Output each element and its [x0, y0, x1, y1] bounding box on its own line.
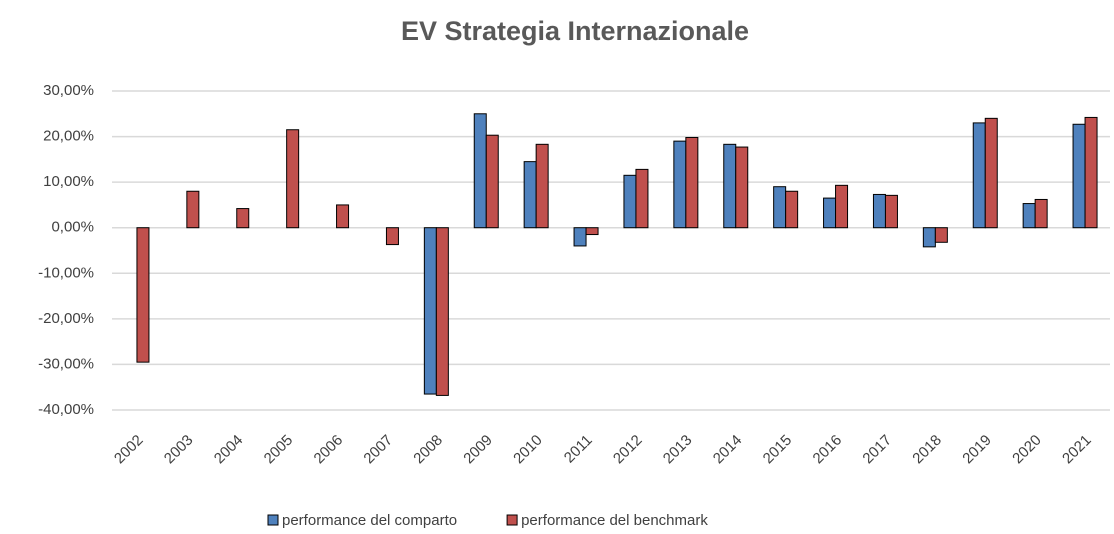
bar: [1034, 198, 1048, 229]
bar: [884, 194, 898, 229]
bar: [823, 197, 837, 229]
bar: [1072, 123, 1086, 229]
bar: [523, 161, 537, 229]
y-tick-label: -20,00%: [38, 310, 94, 327]
x-tick-label: 2009: [460, 432, 496, 468]
y-tick-label: -10,00%: [38, 264, 94, 281]
bar: [585, 227, 599, 236]
bar: [773, 186, 787, 229]
bar: [835, 184, 849, 229]
bar: [1022, 203, 1036, 229]
x-tick-label: 2016: [810, 432, 846, 468]
bar: [1084, 116, 1098, 229]
y-tick-label: -40,00%: [38, 401, 94, 418]
y-tick-label: 30,00%: [43, 82, 94, 99]
x-tick-label: 2013: [660, 432, 696, 468]
legend-swatch: [267, 514, 279, 526]
bar: [136, 227, 150, 363]
bar: [485, 134, 499, 229]
bar: [723, 143, 737, 229]
x-tick-label: 2011: [561, 432, 596, 467]
bar: [186, 190, 200, 229]
bar: [922, 227, 936, 248]
bar: [385, 227, 399, 246]
x-tick-label: 2008: [410, 432, 446, 468]
legend-swatch: [506, 514, 518, 526]
bar: [673, 140, 687, 229]
x-tick-label: 2005: [261, 432, 297, 468]
x-tick-label: 2018: [909, 432, 945, 468]
bar: [336, 204, 350, 229]
x-tick-label: 2010: [510, 432, 546, 468]
chart-title: EV Strategia Internazionale: [401, 16, 749, 46]
legend-label: performance del benchmark: [521, 512, 708, 529]
x-tick-label: 2014: [710, 432, 746, 468]
legend-label: performance del comparto: [282, 512, 457, 529]
y-tick-label: 20,00%: [43, 128, 94, 145]
bar: [435, 227, 449, 396]
bar: [473, 113, 487, 229]
bar: [573, 227, 587, 247]
bar: [934, 227, 948, 243]
x-tick-label: 2003: [161, 432, 197, 468]
bar: [685, 136, 699, 229]
x-tick-label: 2021: [1059, 432, 1095, 468]
x-tick-label: 2007: [360, 432, 396, 468]
bar: [423, 227, 437, 395]
x-tick-label: 2006: [311, 432, 347, 468]
bar: [236, 208, 250, 229]
x-tick-label: 2004: [211, 432, 247, 468]
x-tick-label: 2017: [859, 432, 895, 468]
x-tick-label: 2020: [1009, 432, 1045, 468]
bar: [535, 143, 549, 229]
bar: [984, 117, 998, 229]
bar: [785, 190, 799, 229]
bar: [286, 129, 300, 229]
y-tick-label: -30,00%: [38, 355, 94, 372]
bar: [735, 146, 749, 229]
bar: [623, 174, 637, 229]
x-tick-label: 2019: [959, 432, 995, 468]
x-tick-label: 2012: [610, 432, 646, 468]
x-tick-label: 2002: [111, 432, 147, 468]
bar: [972, 122, 986, 229]
y-tick-label: 10,00%: [43, 173, 94, 190]
y-tick-label: 0,00%: [51, 219, 94, 236]
bar: [635, 168, 649, 229]
x-tick-label: 2015: [760, 432, 796, 468]
bar: [872, 193, 886, 229]
